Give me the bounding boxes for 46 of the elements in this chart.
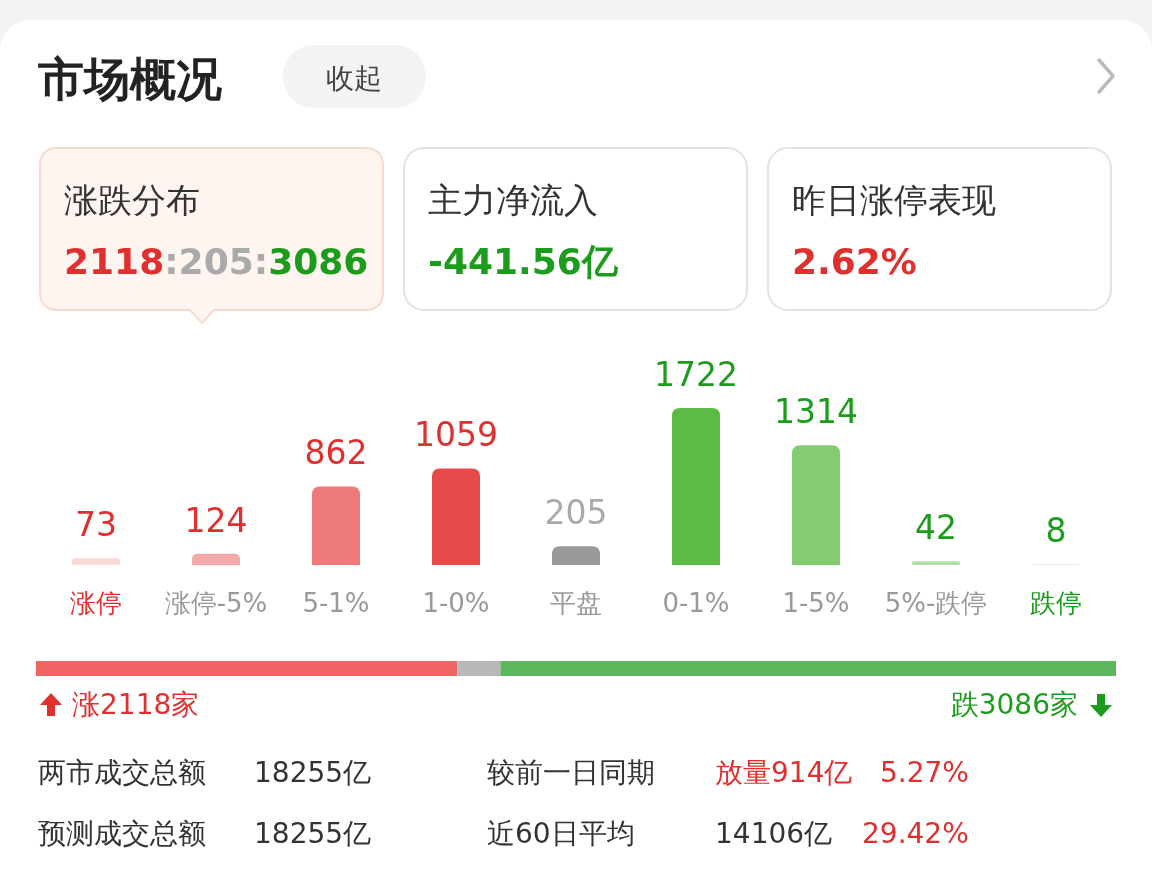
x-tick-label: 平盘 [550,588,602,618]
text: 18255亿 [254,756,372,789]
data-label: 205 [544,493,608,533]
x-tick-label: 1-0% [422,588,490,618]
text: 18255亿 [254,817,372,850]
text: 跌3086家 [950,688,1078,721]
text: 14106亿 [715,817,833,850]
text: 近60日平均 [487,817,635,850]
text: 涨跌分布 [64,180,200,220]
data-label: 8 [1045,511,1067,551]
bar [912,561,960,565]
bar [792,445,840,565]
text: 2118:205:3086 [64,241,369,282]
x-tick-label: 0-1% [662,588,730,618]
data-label: 124 [184,500,248,540]
data-label: 42 [915,508,957,548]
text: 放量914亿 [715,756,853,789]
x-tick-label: 涨停-5% [164,588,268,618]
bar [72,558,120,565]
x-tick-label: 5%-跌停 [884,588,988,618]
x-tick-label: 涨停 [70,588,122,618]
x-tick-label: 1-5% [782,588,850,618]
text: 昨日涨停表现 [792,180,996,220]
text: 涨2118家 [72,688,200,721]
text: 5.27% [880,756,969,789]
data-label: 862 [304,433,368,473]
bar [552,546,600,565]
text: 市场概况 [38,52,222,106]
text: -441.56亿 [428,241,619,282]
bar [432,468,480,565]
data-label: 73 [75,505,117,545]
data-label: 1722 [654,355,738,394]
bar [192,553,240,565]
x-tick-label: 跌停 [1030,588,1082,618]
bar [672,408,720,565]
text: 2.62% [792,241,917,282]
bar [312,486,360,565]
text: 预测成交总额 [38,817,206,850]
data-label: 1059 [414,415,498,455]
text: 较前一日同期 [487,756,655,789]
text: 29.42% [862,817,969,850]
text: 主力净流入 [428,180,598,220]
text: 收起 [326,62,382,95]
x-tick-label: 5-1% [302,588,370,618]
text: 两市成交总额 [38,756,206,789]
data-label: 1314 [774,392,858,432]
